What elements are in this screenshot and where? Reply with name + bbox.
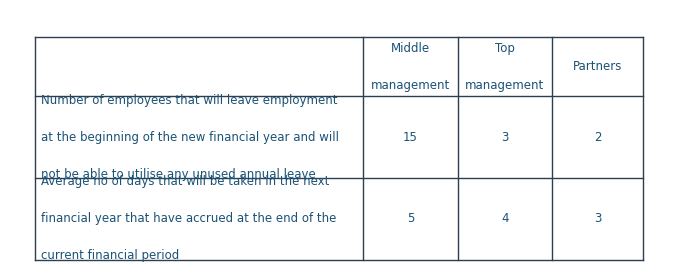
Bar: [35, 37, 643, 260]
Text: Partners: Partners: [573, 60, 622, 73]
Text: Top

management: Top management: [465, 41, 544, 91]
Text: 5: 5: [407, 212, 414, 225]
Text: 15: 15: [403, 130, 418, 144]
Text: Average no of days that will be taken in the next

financial year that have accr: Average no of days that will be taken in…: [41, 176, 337, 262]
Text: 3: 3: [594, 212, 601, 225]
Text: 2: 2: [594, 130, 601, 144]
Text: 4: 4: [501, 212, 508, 225]
Text: 3: 3: [501, 130, 508, 144]
Text: Number of employees that will leave employment

at the beginning of the new fina: Number of employees that will leave empl…: [41, 94, 339, 180]
Text: Middle

management: Middle management: [371, 41, 450, 91]
